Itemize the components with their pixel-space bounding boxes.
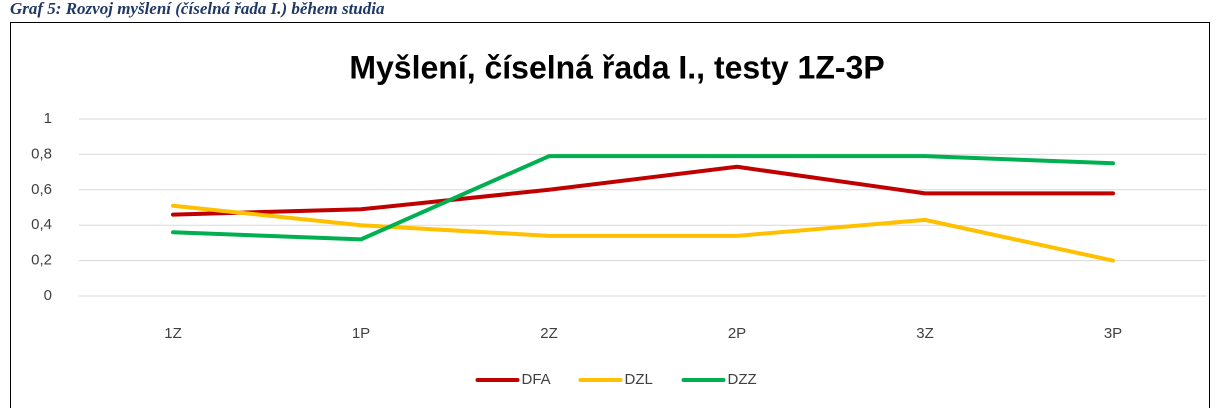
y-tick-label: 0,2 [31, 252, 52, 269]
x-tick-label: 2Z [540, 325, 558, 342]
x-tick-label: 3Z [916, 325, 934, 342]
x-tick-label: 2P [728, 325, 746, 342]
y-tick-label: 0,4 [31, 216, 52, 233]
y-tick-label: 0,8 [31, 145, 52, 162]
y-tick-label: 0,6 [31, 181, 52, 198]
y-tick-label: 0 [44, 287, 52, 304]
x-tick-label: 1Z [164, 325, 182, 342]
x-tick-label: 3P [1104, 325, 1122, 342]
chart-title: Myšlení, číselná řada I., testy 1Z-3P [349, 49, 884, 85]
legend-label: DZL [625, 371, 653, 388]
legend-label: DFA [522, 371, 551, 388]
data-line [171, 203, 1115, 263]
chart-border [10, 22, 1210, 408]
data-line [171, 164, 1115, 217]
y-tick-label: 1 [44, 110, 52, 127]
x-tick-label: 1P [352, 325, 370, 342]
data-line [171, 154, 1115, 242]
legend-label: DZZ [728, 371, 757, 388]
caption: Graf 5: Rozvoj myšlení (číselná řada I.)… [10, 0, 385, 18]
